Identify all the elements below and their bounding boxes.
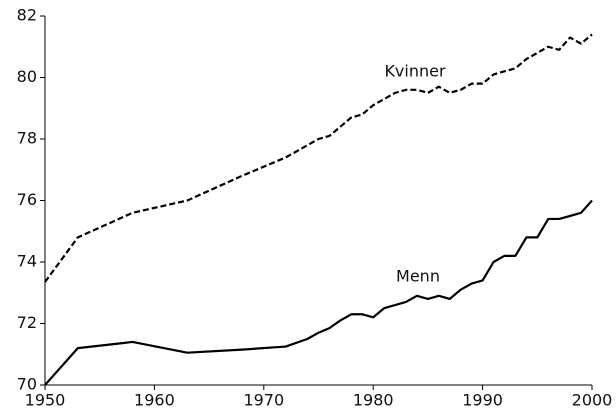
x-tick-label: 1980 <box>353 391 394 410</box>
y-tick-label: 72 <box>17 313 37 332</box>
x-tick-label: 1970 <box>243 391 284 410</box>
y-tick-label: 80 <box>17 67 37 86</box>
series-line <box>44 33 593 283</box>
series-label: Menn <box>396 267 440 286</box>
x-tick-label: 1950 <box>25 391 66 410</box>
y-tick-label: 82 <box>17 6 37 25</box>
x-tick-label: 2000 <box>572 391 613 410</box>
y-tick-label: 78 <box>17 129 37 148</box>
y-tick-label: 76 <box>17 190 37 209</box>
y-tick-label: 74 <box>17 252 37 271</box>
x-tick-label: 1990 <box>462 391 503 410</box>
series-label: Kvinner <box>384 62 446 81</box>
x-tick-label: 1960 <box>134 391 175 410</box>
y-tick-label: 70 <box>17 375 37 394</box>
series-line <box>44 199 593 386</box>
